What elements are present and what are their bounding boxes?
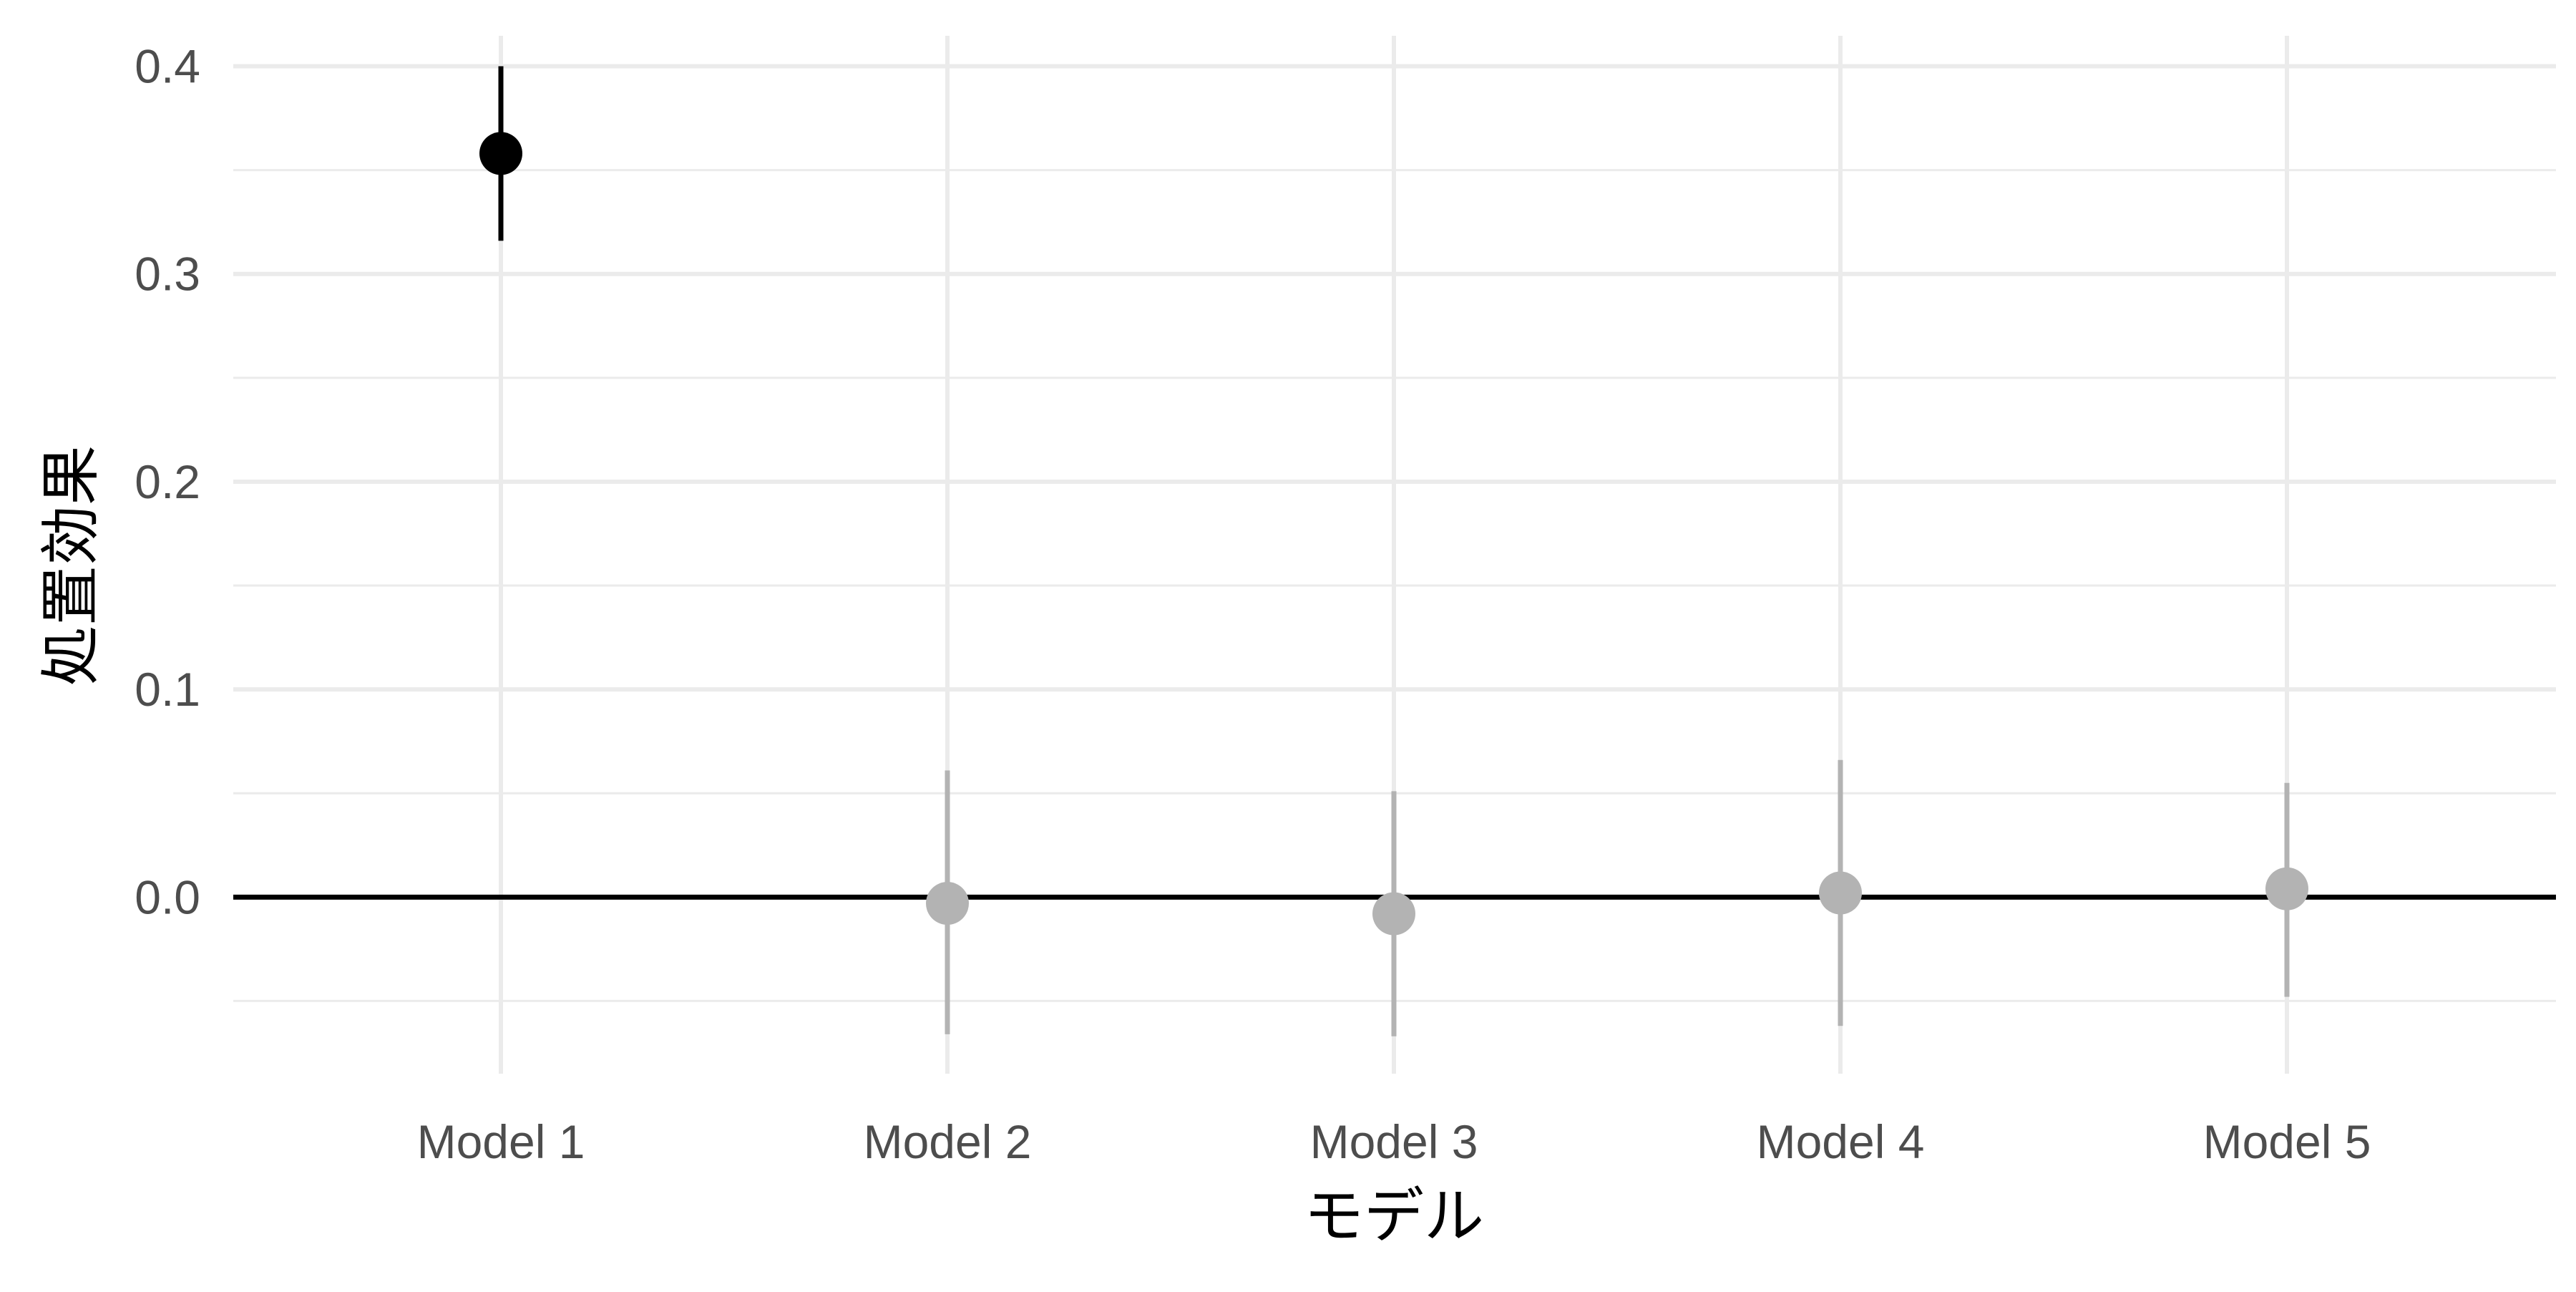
x-tick-labels: Model 1 Model 2 Model 3 Model 4 Model 5 <box>417 1115 2371 1168</box>
y-tick-label: 0.4 <box>135 40 200 93</box>
y-tick-label: 0.2 <box>135 455 200 508</box>
y-tick-label: 0.0 <box>135 870 200 923</box>
x-tick-label: Model 1 <box>417 1115 585 1168</box>
x-axis-title: モデル <box>1304 1182 1484 1250</box>
marks-layer <box>479 66 2308 1036</box>
estimate-point-4 <box>1819 871 1862 915</box>
y-tick-label: 0.3 <box>135 248 200 301</box>
y-tick-labels: 0.0 0.1 0.2 0.3 0.4 <box>135 40 200 924</box>
x-tick-label: Model 5 <box>2203 1115 2371 1168</box>
estimate-point-3 <box>1372 892 1415 936</box>
estimate-point-5 <box>2265 867 2308 910</box>
x-tick-label: Model 4 <box>1757 1115 1925 1168</box>
x-tick-label: Model 3 <box>1310 1115 1478 1168</box>
estimate-point-1 <box>479 132 522 175</box>
y-tick-label: 0.1 <box>135 663 200 716</box>
y-axis-title: 処置効果 <box>37 445 104 686</box>
estimate-point-2 <box>926 882 969 926</box>
x-tick-label: Model 2 <box>864 1115 1032 1168</box>
